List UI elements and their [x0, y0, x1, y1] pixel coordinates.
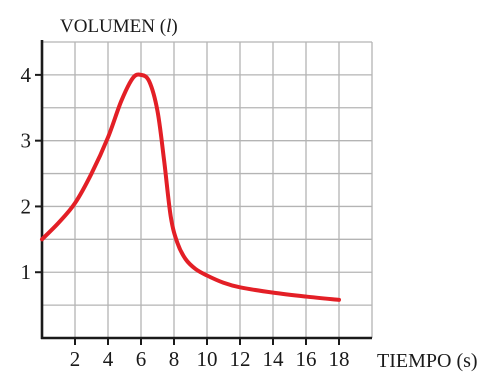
y-tick-label: 3: [21, 129, 32, 153]
volume-curve: [40, 72, 341, 302]
x-tick-label: 8: [169, 347, 180, 371]
x-axis-title: TIEMPO (s): [377, 350, 478, 372]
y-axis-title: VOLUMEN (l): [60, 16, 178, 37]
y-tick-label: 4: [21, 63, 32, 87]
x-tick-label: 18: [329, 347, 350, 371]
y-axis-title-close: ): [171, 16, 177, 37]
series-layer: [40, 72, 341, 302]
tick-marks: [35, 73, 340, 345]
x-tick-label: 2: [70, 347, 81, 371]
x-tick-label: 10: [197, 347, 218, 371]
y-axis-title-unit: l: [166, 16, 171, 37]
y-tick-label: 2: [21, 194, 32, 218]
grid-lines: [42, 41, 373, 338]
x-tick-label: 14: [263, 347, 285, 371]
x-tick-label: 16: [296, 347, 317, 371]
x-tick-label: 12: [230, 347, 251, 371]
y-tick-label: 1: [21, 260, 32, 284]
y-axis-title-text: VOLUMEN (: [60, 16, 166, 37]
x-tick-label: 4: [103, 347, 114, 371]
x-tick-label: 6: [136, 347, 147, 371]
